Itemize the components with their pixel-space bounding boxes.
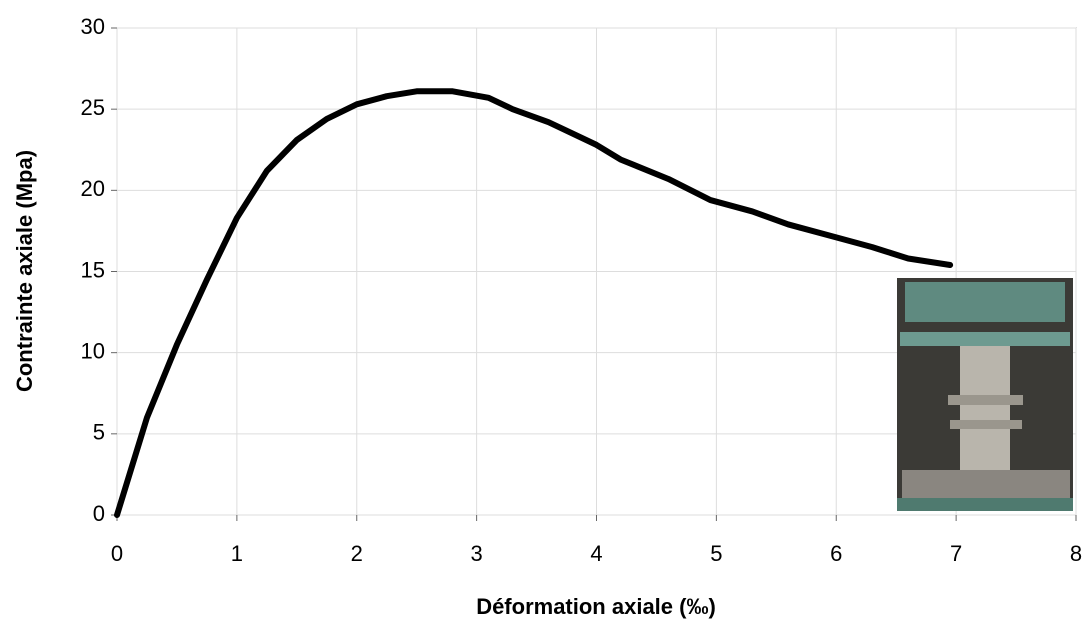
x-tick-label: 0 [111,541,123,566]
x-tick-label: 5 [710,541,722,566]
y-tick-label: 30 [81,14,105,39]
x-tick-label: 8 [1070,541,1082,566]
x-tick-label: 7 [950,541,962,566]
x-axis-label: Déformation axiale (‰) [476,594,716,619]
x-tick-label: 1 [231,541,243,566]
y-tick-label: 0 [93,501,105,526]
x-tick-label: 6 [830,541,842,566]
x-tick-label: 4 [590,541,602,566]
y-tick-label: 10 [81,338,105,363]
y-tick-label: 25 [81,95,105,120]
y-tick-label: 20 [81,176,105,201]
y-axis-label: Contrainte axiale (Mpa) [12,150,37,392]
y-tick-label: 15 [81,257,105,282]
x-tick-label: 2 [351,541,363,566]
grid [116,27,1077,516]
photo-inset [897,278,1073,511]
data-line [114,88,954,518]
x-tick-label: 3 [471,541,483,566]
y-tick-label: 5 [93,420,105,445]
